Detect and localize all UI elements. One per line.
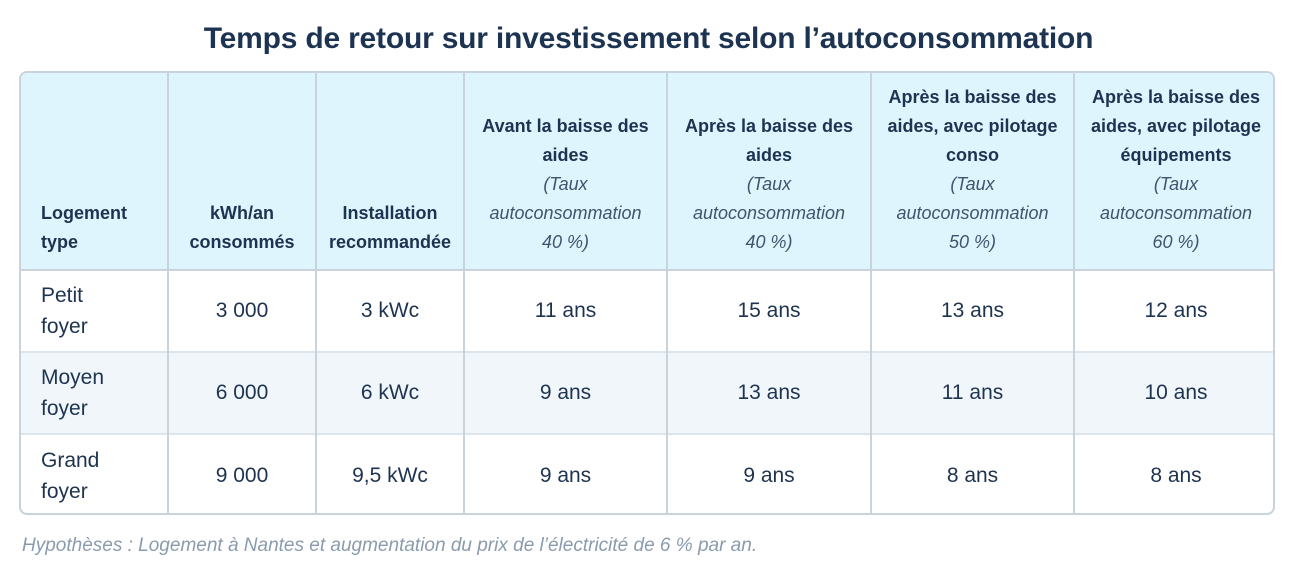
header-line: aides [542, 145, 589, 165]
header-apres-baisse: Après la baisse des aides (Taux autocons… [667, 73, 872, 271]
cell-line: foyer [41, 479, 88, 503]
cell-pilotage-equipements: 8 ans [1074, 433, 1273, 513]
header-logement-type: Logement type [21, 73, 169, 271]
cell-pilotage-equipements: 10 ans [1074, 351, 1273, 434]
table-row: Grand foyer 9 000 9,5 kWc 9 ans 9 ans 8 … [21, 433, 1273, 513]
cell-line: foyer [41, 397, 88, 420]
cell-logement-type: Petit foyer [21, 270, 169, 352]
cell-line: Moyen [41, 366, 105, 389]
header-installation: Installation recommandée [316, 73, 465, 271]
header-subline: autoconsommation [489, 203, 642, 223]
header-line: Avant la baisse des [482, 116, 649, 136]
cell-avant-baisse: 11 ans [464, 270, 668, 352]
header-subline: autoconsommation [1099, 203, 1253, 223]
header-row: Logement type kWh/an consommés Installat… [21, 73, 1273, 271]
cell-apres-baisse: 15 ans [667, 270, 872, 352]
payback-table-grid: Logement type kWh/an consommés Installat… [21, 73, 1273, 513]
header-subline: (Taux [543, 174, 588, 194]
header-line: kWh/an [209, 203, 274, 223]
cell-apres-baisse: 13 ans [667, 351, 872, 434]
cell-line: Petit [41, 284, 84, 307]
header-line: Après la baisse des [888, 87, 1057, 107]
cell-avant-baisse: 9 ans [464, 433, 668, 513]
header-line: recommandée [328, 232, 452, 252]
cell-pilotage-conso: 11 ans [871, 351, 1075, 434]
payback-table: Logement type kWh/an consommés Installat… [19, 71, 1275, 515]
cell-installation: 3 kWc [316, 270, 465, 352]
header-subline: (Taux [746, 174, 792, 194]
header-subline: autoconsommation [692, 203, 846, 223]
hypotheses-note: Hypothèses : Logement à Nantes et augmen… [22, 535, 758, 556]
header-avant-baisse: Avant la baisse des aides (Taux autocons… [464, 73, 668, 271]
header-subline: 40 %) [541, 232, 590, 252]
table-row: Petit foyer 3 000 3 kWc 11 ans 15 ans 13… [21, 270, 1273, 352]
cell-kwh: 3 000 [168, 270, 317, 352]
header-line: aides [745, 145, 793, 165]
cell-apres-baisse: 9 ans [667, 433, 872, 513]
header-line: conso [945, 145, 999, 165]
table-row: Moyen foyer 6 000 6 kWc 9 ans 13 ans 11 … [21, 351, 1273, 434]
page-title: Temps de retour sur investissement selon… [203, 22, 1094, 55]
header-subline: 40 %) [745, 232, 793, 252]
header-line: aides, avec pilotage [887, 116, 1058, 136]
header-line: Installation [342, 203, 438, 223]
cell-installation: 6 kWc [316, 351, 465, 434]
header-pilotage-conso: Après la baisse des aides, avec pilotage… [871, 73, 1075, 271]
cell-logement-type: Grand foyer [21, 433, 169, 513]
cell-pilotage-conso: 8 ans [871, 433, 1075, 513]
cell-line: foyer [41, 315, 88, 338]
cell-installation: 9,5 kWc [316, 433, 465, 513]
cell-logement-type: Moyen foyer [21, 351, 169, 434]
cell-line: Grand [41, 448, 100, 472]
header-line: Logement [41, 203, 128, 223]
cell-avant-baisse: 9 ans [464, 351, 668, 434]
header-subline: 60 %) [1152, 232, 1200, 252]
header-subline: 50 %) [948, 232, 997, 252]
cell-pilotage-conso: 13 ans [871, 270, 1075, 352]
header-kwh: kWh/an consommés [168, 73, 317, 271]
header-line: équipements [1120, 145, 1232, 165]
cell-kwh: 9 000 [168, 433, 317, 513]
header-line: Après la baisse des [1091, 87, 1261, 107]
header-line: Après la baisse des [684, 116, 854, 136]
cell-kwh: 6 000 [168, 351, 317, 434]
header-pilotage-equipements: Après la baisse des aides, avec pilotage… [1074, 73, 1273, 271]
header-subline: (Taux [950, 174, 995, 194]
header-line: type [41, 232, 79, 252]
header-subline: autoconsommation [896, 203, 1049, 223]
header-line: aides, avec pilotage [1090, 116, 1262, 136]
header-line: consommés [189, 232, 295, 252]
cell-pilotage-equipements: 12 ans [1144, 299, 1208, 322]
header-subline: (Taux [1153, 174, 1199, 194]
